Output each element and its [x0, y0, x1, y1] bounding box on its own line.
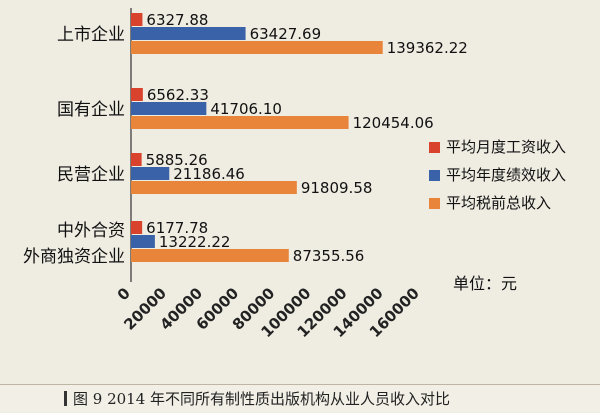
data-label: 21186.46: [173, 165, 245, 183]
bar-annual-bonus: [131, 167, 170, 180]
bar-annual-bonus: [131, 27, 246, 40]
bar-annual-bonus: [131, 102, 207, 115]
category-label: 外商独资企业: [23, 247, 125, 267]
data-label: 6177.78: [146, 219, 208, 237]
category-label: 国有企业: [57, 100, 125, 120]
data-label: 6327.88: [146, 11, 208, 29]
legend-swatch: [429, 198, 440, 209]
legend-swatch: [429, 142, 440, 153]
bar-pretax-total: [131, 116, 349, 129]
data-label: 63427.69: [250, 25, 322, 43]
bar-monthly-wage: [131, 153, 142, 166]
legend-swatch: [429, 170, 440, 181]
caption-text: 图 9 2014 年不同所有制性质出版机构从业人员收入对比: [73, 390, 451, 408]
data-label: 13222.22: [159, 233, 231, 251]
caption-marker: [64, 391, 67, 406]
figure-caption: 图 9 2014 年不同所有制性质出版机构从业人员收入对比: [0, 384, 600, 412]
data-label: 91809.58: [301, 179, 373, 197]
legend-entry: 平均税前总收入: [446, 194, 551, 212]
data-label: 139362.22: [387, 39, 468, 57]
category-label: 上市企业: [57, 25, 125, 45]
data-label: 41706.10: [210, 100, 282, 118]
bar-pretax-total: [131, 181, 297, 194]
data-label: 87355.56: [293, 247, 365, 265]
data-label: 6562.33: [147, 86, 209, 104]
legend-entry: 平均月度工资收入: [446, 138, 566, 156]
bar-pretax-total: [131, 41, 383, 54]
bar-monthly-wage: [131, 88, 143, 101]
category-label: 中外合资: [57, 221, 125, 241]
legend-entry: 平均年度绩效收入: [446, 166, 566, 184]
bar-annual-bonus: [131, 235, 155, 248]
data-label: 5885.26: [146, 151, 208, 169]
bar-chart: 0200004000060000800001000001200001400001…: [0, 0, 600, 384]
bar-monthly-wage: [131, 13, 143, 26]
unit-label: 单位：元: [453, 274, 517, 293]
chart-background: [0, 0, 600, 384]
data-label: 120454.06: [353, 114, 434, 132]
bar-monthly-wage: [131, 221, 143, 234]
bar-pretax-total: [131, 249, 289, 262]
category-label: 民营企业: [57, 165, 125, 185]
